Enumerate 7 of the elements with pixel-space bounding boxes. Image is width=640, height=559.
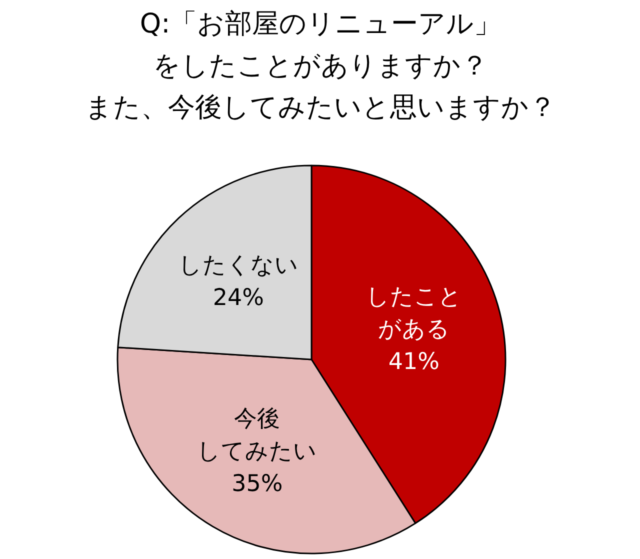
data-label: 24%: [212, 284, 264, 311]
data-label: 41%: [388, 349, 440, 376]
chart-title: Q:「お部屋のリニューアル」をしたことがありますか？また、今後してみたいと思いますか？: [85, 8, 556, 124]
slice-label: 今後してみたい: [197, 406, 318, 464]
data-label: 35%: [232, 470, 283, 497]
slice-label: したことがある: [366, 284, 462, 343]
slice-label: したくない: [178, 252, 298, 278]
